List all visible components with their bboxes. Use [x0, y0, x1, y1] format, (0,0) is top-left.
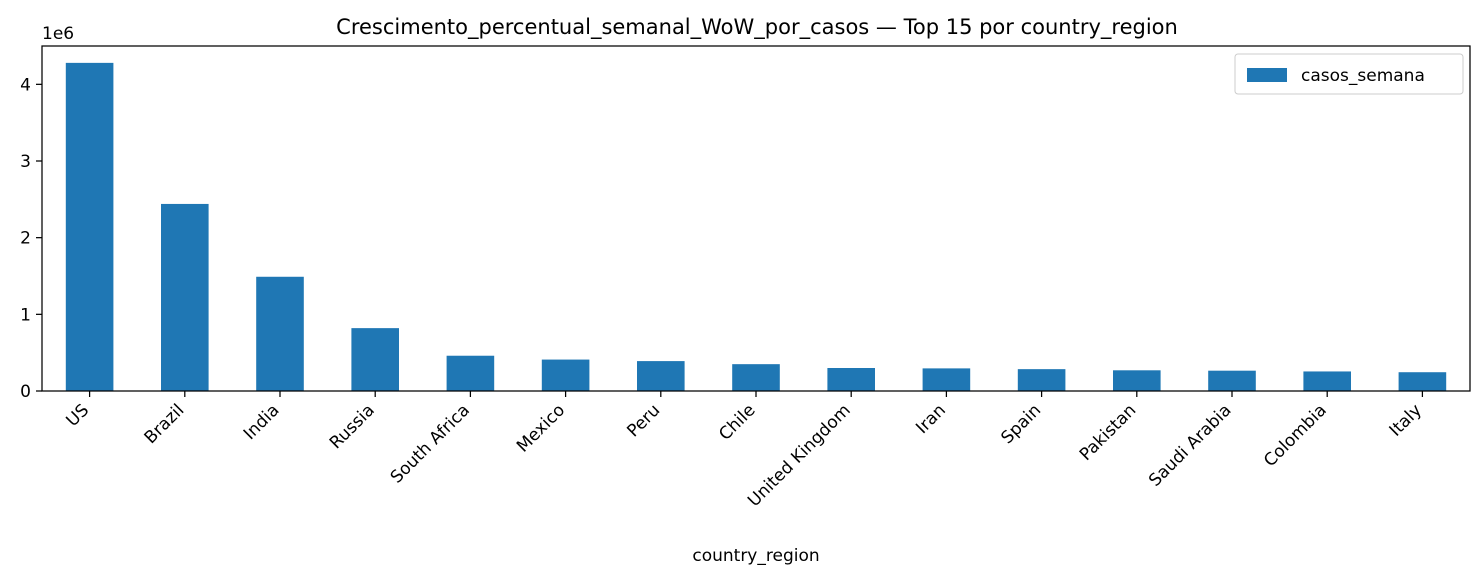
bar-south-africa: [446, 355, 495, 391]
y-tick-label: 4: [20, 75, 31, 95]
x-tick-label: Peru: [623, 400, 664, 441]
bar-chile: [732, 364, 780, 391]
bar-spain: [1017, 369, 1066, 391]
x-tick-label: Pakistan: [1076, 400, 1140, 464]
x-axis: US Brazil India Russia South Africa Mexico Per…: [63, 391, 1426, 511]
y-axis-offset-label: 1e6: [42, 24, 74, 44]
legend: casos_semana: [1234, 53, 1464, 95]
legend-label: casos_semana: [1301, 66, 1425, 86]
x-tick-label: Saudi Arabia: [1145, 400, 1235, 490]
x-tick-label: Russia: [326, 400, 379, 453]
y-tick-label: 3: [20, 152, 31, 172]
y-tick-label: 2: [20, 229, 31, 249]
x-tick-label: Chile: [715, 400, 759, 444]
bar-colombia: [1303, 371, 1351, 391]
x-tick-label: Spain: [997, 400, 1045, 448]
bar-india: [256, 276, 304, 391]
bar-brazil: [161, 203, 209, 391]
x-tick-label: Iran: [912, 400, 950, 438]
legend-box: [1234, 53, 1464, 95]
x-tick-label: Italy: [1386, 400, 1426, 440]
x-tick-label: India: [240, 400, 284, 444]
bar-peru: [637, 361, 685, 391]
plot-frame: [41, 45, 1471, 392]
y-axis: 0 1 2 3 4: [20, 75, 42, 402]
chart-title: Crescimento_percentual_semanal_WoW_por_c…: [336, 15, 1178, 40]
legend-swatch: [1247, 68, 1287, 82]
bar-pakistan: [1113, 370, 1161, 391]
y-tick-label: 0: [20, 382, 31, 402]
bars-group: [65, 62, 1447, 391]
bar-russia: [351, 328, 399, 391]
bar-italy: [1398, 372, 1447, 391]
x-tick-label: South Africa: [387, 400, 474, 487]
x-tick-label: US: [63, 400, 94, 431]
x-tick-label: United Kingdom: [744, 400, 855, 511]
bar-us: [65, 62, 114, 391]
x-tick-label: Brazil: [141, 400, 189, 448]
bar-saudi-arabia: [1208, 370, 1256, 391]
bar-united-kingdom: [827, 368, 875, 391]
bar-iran: [922, 368, 971, 391]
x-tick-label: Mexico: [513, 400, 569, 456]
y-tick-label: 1: [20, 305, 31, 325]
x-tick-label: Colombia: [1260, 400, 1331, 471]
bar-mexico: [541, 359, 590, 391]
x-axis-label: country_region: [692, 546, 819, 566]
